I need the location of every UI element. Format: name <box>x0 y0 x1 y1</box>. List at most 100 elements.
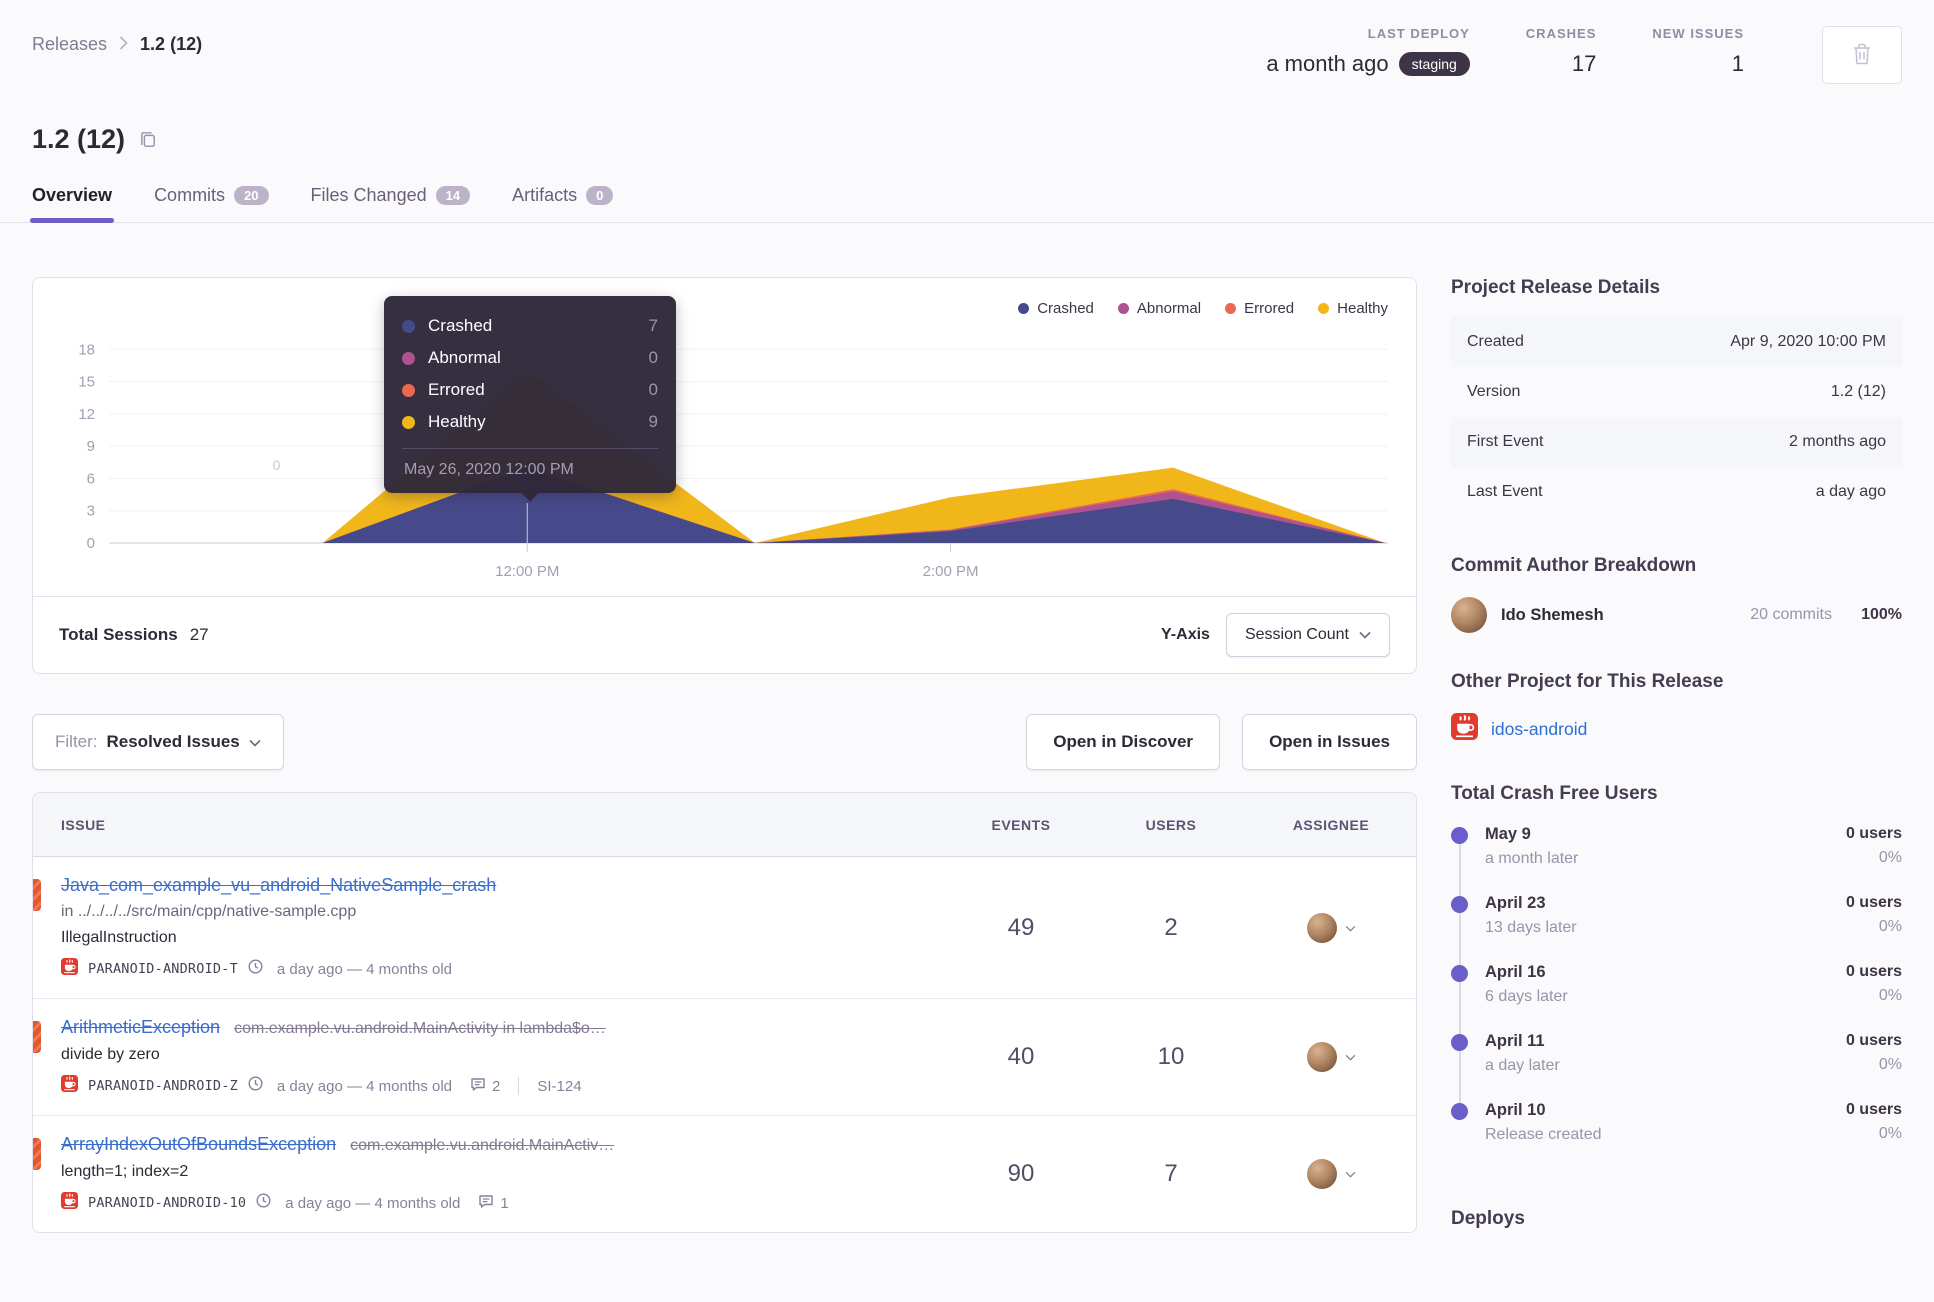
detail-row-first-event: First Event 2 months ago <box>1451 417 1902 467</box>
chart-footer: Total Sessions 27 Y-Axis Session Count <box>33 596 1416 673</box>
assignee-dropdown[interactable] <box>1246 1159 1416 1189</box>
svg-text:3: 3 <box>87 503 95 520</box>
timeline-dot <box>1451 827 1468 844</box>
issue-row-2: ArithmeticException com.example.vu.andro… <box>33 999 1416 1116</box>
y-axis-select[interactable]: Session Count <box>1225 613 1390 657</box>
legend-item-crashed[interactable]: Crashed <box>1018 300 1094 317</box>
timeline-date: April 11 <box>1485 1032 1545 1050</box>
timeline-dot <box>1451 896 1468 913</box>
tab-commits[interactable]: Commits 20 <box>154 185 269 222</box>
total-sessions-label: Total Sessions <box>59 625 178 644</box>
timeline-users: 0 users <box>1845 1032 1902 1049</box>
error-level-indicator <box>33 879 41 911</box>
chevron-down-icon <box>1345 1048 1356 1066</box>
project-slug: PARANOID-ANDROID-T <box>88 961 238 977</box>
errored-dot-icon <box>402 383 415 397</box>
page-title: 1.2 (12) <box>32 124 126 154</box>
timeline-percent: 0% <box>1878 987 1902 1004</box>
healthy-dot-icon <box>402 415 415 429</box>
chevron-down-icon <box>1345 919 1356 937</box>
issue-events-count: 90 <box>1007 1160 1035 1187</box>
column-issue: ISSUE <box>61 816 106 833</box>
author-commit-count: 20 commits <box>1750 606 1832 623</box>
issue-title-link[interactable]: ArrayIndexOutOfBoundsException <box>61 1134 337 1154</box>
breadcrumb-current: 1.2 (12) <box>140 34 203 54</box>
crashed-dot-icon <box>402 319 415 333</box>
assignee-dropdown[interactable] <box>1246 1042 1416 1072</box>
tab-files-changed[interactable]: Files Changed 14 <box>311 185 471 222</box>
timeline-dot <box>1451 965 1468 982</box>
filter-label: Filter: <box>55 732 98 751</box>
tab-artifacts-badge: 0 <box>586 186 614 205</box>
chart-area[interactable]: 0 3 6 9 12 15 18 12:00 PM 2:00 PM 0 Crashed Abnor… <box>33 278 1416 596</box>
sessions-chart-card: 0 3 6 9 12 15 18 12:00 PM 2:00 PM 0 Crashed Abnor… <box>32 277 1417 674</box>
timeline-subtitle: 6 days later <box>1485 988 1568 1005</box>
svg-text:18: 18 <box>78 341 95 358</box>
page-header: Releases 1.2 (12) LAST DEPLOY a month ag… <box>32 26 1902 84</box>
comments-value: 1 <box>500 1194 509 1212</box>
trash-icon <box>1851 42 1873 69</box>
issue-users-count: 10 <box>1157 1043 1185 1070</box>
crash-free-entry-apr10: April 10 Release created 0 users 0% <box>1451 1101 1902 1170</box>
tooltip-abnormal-value: 0 <box>648 348 658 367</box>
legend-healthy-label: Healthy <box>1337 300 1388 317</box>
tab-commits-label: Commits <box>154 185 226 205</box>
author-name: Ido Shemesh <box>1501 605 1604 624</box>
legend-item-errored[interactable]: Errored <box>1225 300 1294 317</box>
tooltip-errored-label: Errored <box>428 380 485 399</box>
timeline-subtitle: a month later <box>1485 850 1579 867</box>
crash-free-entry-apr16: April 16 6 days later 0 users 0% <box>1451 963 1902 1040</box>
chevron-right-icon <box>119 34 128 55</box>
open-in-issues-button[interactable]: Open in Issues <box>1242 714 1417 770</box>
deploys-heading: Deploys <box>1451 1208 1525 1229</box>
clock-icon <box>248 1076 263 1096</box>
assignee-dropdown[interactable] <box>1246 912 1416 943</box>
column-users: USERS <box>1145 816 1197 833</box>
error-level-indicator <box>33 1021 41 1053</box>
timeline-users: 0 users <box>1845 825 1902 842</box>
tab-overview[interactable]: Overview <box>29 185 115 223</box>
author-percent: 100% <box>1861 606 1902 623</box>
issue-title-link[interactable]: ArithmeticException <box>61 1017 221 1037</box>
issue-ref: SI-124 <box>537 1077 582 1095</box>
comments-value: 2 <box>492 1077 501 1095</box>
delete-release-button[interactable] <box>1822 26 1902 84</box>
commit-author-heading: Commit Author Breakdown <box>1451 555 1697 576</box>
chart-legend: Crashed Abnormal Errored Healthy <box>1018 300 1388 317</box>
column-assignee: ASSIGNEE <box>1292 816 1370 833</box>
breadcrumb-releases-link[interactable]: Releases <box>32 34 108 54</box>
release-details-section: Project Release Details Created Apr 9, 2… <box>1451 277 1902 517</box>
open-in-discover-button[interactable]: Open in Discover <box>1026 714 1221 770</box>
assignee-avatar <box>1306 912 1337 943</box>
environment-badge: staging <box>1398 52 1470 76</box>
new-issues-value: 1 <box>1731 51 1744 76</box>
tooltip-abnormal-label: Abnormal <box>428 348 501 367</box>
detail-row-last-event: Last Event a day ago <box>1451 467 1902 517</box>
tab-artifacts[interactable]: Artifacts 0 <box>512 185 614 222</box>
legend-item-abnormal[interactable]: Abnormal <box>1117 300 1201 317</box>
issues-filter-dropdown[interactable]: Filter: Resolved Issues <box>32 714 284 770</box>
deploys-section: Deploys <box>1451 1208 1902 1230</box>
legend-item-healthy[interactable]: Healthy <box>1318 300 1388 317</box>
copy-version-button[interactable] <box>139 126 157 153</box>
svg-text:9: 9 <box>87 438 95 455</box>
other-project-link[interactable]: idos-android <box>1491 718 1588 739</box>
tooltip-date: May 26, 2020 12:00 PM <box>402 448 658 481</box>
crashed-legend-dot <box>1018 303 1030 314</box>
issue-title-link[interactable]: Java_com_example_vu_android_NativeSample… <box>61 875 497 895</box>
crashes-label: CRASHES <box>1525 26 1597 41</box>
tooltip-healthy-value: 9 <box>648 412 658 431</box>
detail-value: 1.2 (12) <box>1830 383 1886 400</box>
release-tabs: Overview Commits 20 Files Changed 14 Art… <box>0 185 1934 223</box>
java-project-icon <box>61 1192 78 1214</box>
comment-icon <box>478 1194 494 1213</box>
total-sessions-value: 27 <box>189 625 209 644</box>
project-slug: PARANOID-ANDROID-Z <box>88 1078 238 1094</box>
java-project-icon <box>61 958 78 980</box>
tooltip-row-errored: Errored 0 <box>402 374 658 406</box>
crash-free-entry-apr23: April 23 13 days later 0 users 0% <box>1451 894 1902 971</box>
copy-icon <box>139 130 157 153</box>
detail-label: Version <box>1467 383 1521 400</box>
timeline-percent: 0% <box>1878 918 1902 935</box>
timeline-date: April 23 <box>1485 894 1546 912</box>
